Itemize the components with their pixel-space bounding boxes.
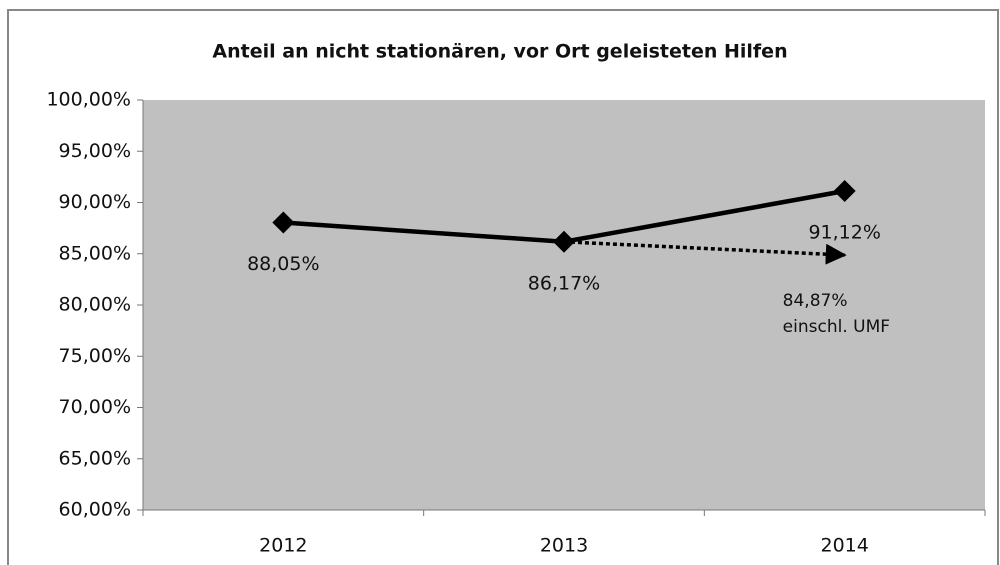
- data-label: 91,12%: [808, 222, 880, 244]
- point-marker: [833, 180, 856, 203]
- x-tick-label: 2012: [259, 535, 307, 557]
- data-label: 88,05%: [247, 253, 319, 275]
- plot-area: [143, 100, 985, 510]
- y-tick-label: 95,00%: [59, 140, 131, 162]
- point-marker: [553, 230, 575, 253]
- chart-title: Anteil an nicht stationären, vor Ort gel…: [212, 41, 787, 63]
- y-tick-label: 60,00%: [59, 499, 131, 521]
- data-label: 84,87%: [783, 291, 848, 311]
- x-tick-label: 2014: [820, 535, 868, 557]
- dotted-line: [563, 240, 847, 265]
- y-tick-label: 85,00%: [59, 242, 131, 264]
- y-tick-label: 70,00%: [59, 396, 131, 418]
- data-label: 86,17%: [528, 272, 600, 294]
- y-tick-label: 80,00%: [59, 294, 131, 316]
- y-tick-label: 100,00%: [46, 89, 131, 111]
- y-tick-label: 75,00%: [59, 345, 131, 367]
- point-marker: [272, 211, 295, 234]
- annotation: einschl. UMF: [783, 317, 890, 337]
- y-tick-label: 90,00%: [59, 191, 131, 213]
- y-tick-label: 65,00%: [59, 447, 131, 469]
- x-tick-label: 2013: [540, 535, 588, 557]
